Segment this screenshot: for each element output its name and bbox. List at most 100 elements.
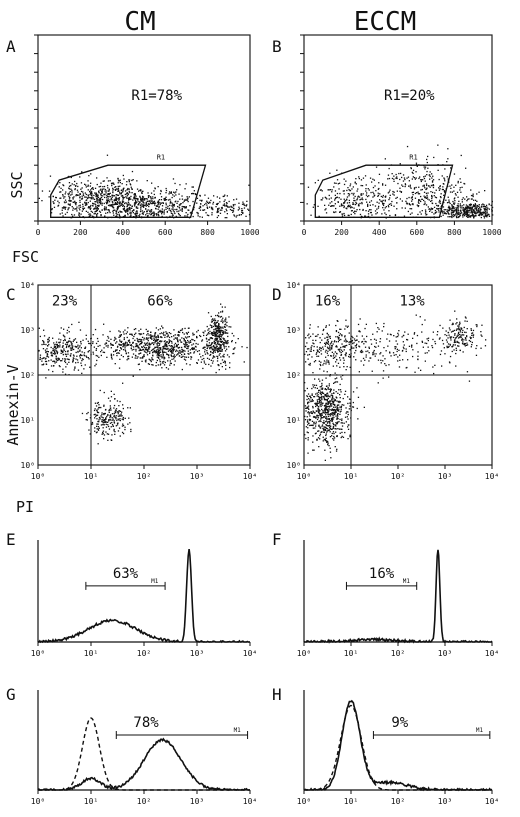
scatter-dot: [331, 346, 333, 349]
scatter-dot: [135, 213, 137, 215]
scatter-dot: [169, 364, 171, 366]
scatter-dot: [314, 378, 316, 380]
column-header-cm: CM: [124, 7, 155, 37]
scatter-dot: [81, 187, 83, 189]
scatter-dot: [184, 207, 186, 209]
scatter-dot: [212, 360, 214, 362]
scatter-dot: [120, 211, 122, 213]
scatter-dot: [398, 349, 400, 351]
scatter-dot: [67, 203, 69, 205]
scatter-dot: [151, 182, 153, 184]
scatter-dot: [314, 416, 317, 418]
scatter-dot: [319, 438, 321, 440]
scatter-dot: [119, 210, 121, 212]
scatter-dot: [127, 407, 129, 409]
scatter-dot: [222, 322, 224, 324]
scatter-dot: [321, 413, 323, 415]
scatter-dot: [353, 197, 355, 199]
scatter-dot: [332, 413, 334, 415]
scatter-dot: [169, 202, 172, 204]
scatter-dot: [70, 353, 72, 355]
scatter-dot: [133, 328, 135, 331]
scatter-dot: [68, 345, 71, 347]
scatter-dot: [328, 408, 330, 410]
scatter-dot: [476, 204, 479, 207]
fsc-axis-title: FSC: [12, 248, 39, 266]
scatter-dot: [54, 351, 56, 353]
scatter-dot: [111, 194, 113, 196]
scatter-dot: [329, 346, 331, 349]
scatter-dot: [344, 390, 347, 392]
scatter-dot: [343, 206, 345, 209]
scatter-dot: [214, 328, 216, 330]
scatter-dot: [312, 411, 315, 413]
scatter-dot: [226, 340, 228, 342]
scatter-dot: [446, 341, 448, 343]
scatter-dot: [102, 186, 104, 188]
scatter-dot: [162, 327, 164, 329]
scatter-dot: [343, 183, 346, 186]
scatter-dot: [240, 214, 242, 216]
scatter-dot: [116, 349, 118, 351]
scatter-dot: [345, 207, 347, 209]
scatter-dot: [185, 332, 188, 334]
scatter-dot: [72, 345, 74, 347]
scatter-dot: [178, 206, 180, 208]
scatter-dot: [93, 414, 95, 416]
scatter-dot: [328, 204, 330, 206]
scatter-dot: [325, 385, 328, 387]
scatter-dot: [142, 332, 145, 335]
scatter-dot: [163, 364, 166, 366]
scatter-dot: [341, 419, 343, 422]
scatter-dot: [208, 333, 210, 335]
scatter-dot: [246, 204, 248, 206]
scatter-dot: [169, 200, 172, 202]
scatter-dot: [98, 186, 100, 188]
scatter-dot: [482, 211, 484, 213]
scatter-dot: [172, 352, 174, 354]
scatter-dot: [173, 191, 175, 193]
scatter-dot: [199, 206, 201, 208]
scatter-dot: [326, 416, 328, 418]
scatter-dot: [108, 420, 110, 422]
scatter-dot: [313, 361, 316, 363]
scatter-dot: [154, 341, 156, 343]
scatter-dot: [153, 211, 155, 213]
scatter-dot: [325, 394, 327, 396]
scatter-dot: [472, 193, 474, 195]
scatter-dot: [329, 375, 331, 377]
scatter-dot: [368, 352, 370, 354]
scatter-dot: [220, 350, 222, 352]
scatter-dot: [89, 190, 91, 193]
scatter-dot: [209, 347, 211, 349]
scatter-dot: [88, 175, 90, 177]
scatter-dot: [357, 205, 360, 207]
scatter-dot: [360, 360, 362, 362]
scatter-dot: [340, 406, 342, 408]
scatter-dot: [157, 348, 159, 351]
scatter-dot: [337, 421, 339, 424]
scatter-dot: [69, 355, 72, 357]
scatter-dot: [82, 358, 84, 361]
scatter-dot: [65, 346, 68, 349]
scatter-dot: [218, 335, 220, 337]
scatter-dot: [159, 333, 161, 335]
scatter-dot: [386, 338, 388, 340]
scatter-dot: [121, 203, 123, 205]
scatter-dot: [201, 358, 203, 361]
scatter-dot: [68, 358, 70, 361]
scatter-dot: [137, 204, 140, 206]
scatter-dot: [85, 186, 87, 188]
scatter-dot: [480, 216, 482, 219]
scatter-dot: [211, 325, 213, 327]
scatter-dot: [335, 391, 337, 393]
scatter-dot: [426, 174, 428, 176]
scatter-dot: [428, 208, 430, 210]
scatter-dot: [220, 327, 222, 329]
scatter-dot: [185, 356, 187, 358]
scatter-dot: [325, 403, 327, 405]
scatter-dot: [336, 435, 338, 437]
scatter-dot: [173, 349, 175, 351]
scatter-dot: [179, 198, 181, 200]
scatter-dot: [309, 399, 311, 401]
